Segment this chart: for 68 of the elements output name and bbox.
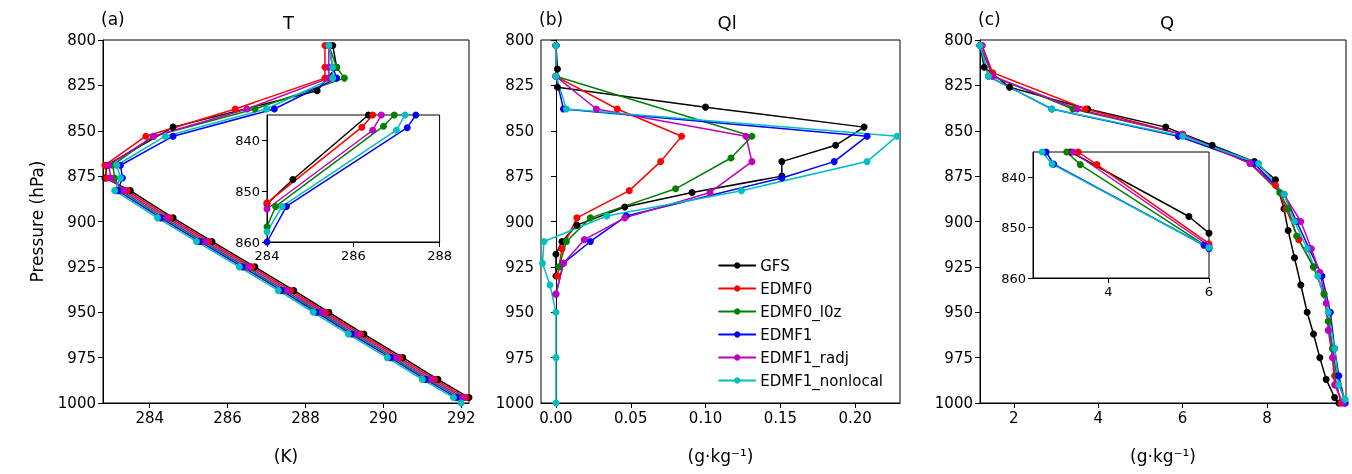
y-tick-label: 900 [505, 212, 534, 231]
y-tick-label: 1000 [934, 394, 973, 412]
x-tick-label: 284 [254, 248, 280, 263]
y-tick-label: 950 [944, 303, 973, 322]
legend-label: EDMF1_radj [760, 348, 849, 368]
y-tick-label: 860 [235, 234, 260, 250]
y-tick-label: 925 [67, 257, 96, 276]
y-tick-label: 800 [67, 31, 96, 49]
y-tick-label: 825 [944, 76, 973, 95]
legend-label: EDMF1 [760, 325, 813, 344]
x-tick-label: 2 [1009, 408, 1019, 427]
x-tick-label: 0.15 [763, 408, 798, 427]
y-tick-label: 1000 [57, 394, 96, 412]
x-tick-label: 286 [213, 408, 242, 427]
legend-label: EDMF1_nonlocal [760, 371, 884, 391]
chart-title: Ql [717, 11, 737, 33]
y-tick-label: 875 [505, 167, 534, 186]
x-tick-label: 0.00 [539, 408, 573, 427]
y-tick-label: 975 [505, 348, 534, 367]
y-tick-label: 800 [505, 31, 534, 49]
y-tick-label: 875 [67, 167, 96, 186]
y-tick-label: 850 [67, 121, 96, 140]
x-axis-title: (g·kg⁻¹) [1130, 445, 1196, 466]
y-tick-label: 975 [67, 348, 96, 367]
legend-label: EDMF0_l0z [760, 302, 842, 322]
y-tick-label: 850 [235, 183, 260, 199]
y-tick-label: 950 [505, 303, 534, 322]
x-tick-label: 288 [427, 248, 453, 263]
x-tick-label: 288 [291, 408, 320, 427]
y-tick-label: 825 [505, 76, 534, 95]
y-tick-label: 900 [944, 212, 973, 231]
y-tick-label: 925 [505, 257, 534, 276]
x-tick-label: 0.20 [838, 408, 872, 427]
text: (c) [978, 8, 1001, 29]
text: (b) [539, 8, 564, 29]
y-tick-label: 850 [505, 121, 534, 140]
x-tick-label: 0.10 [688, 408, 723, 427]
x-tick-label: 8 [1262, 408, 1272, 427]
chart-title: T [282, 11, 295, 33]
y-tick-label: 850 [1001, 220, 1026, 236]
x-tick-label: 6 [1177, 408, 1188, 427]
x-tick-label: 290 [369, 408, 398, 427]
y-axis-title: Pressure (hPa) [26, 160, 47, 283]
x-tick-label: 284 [135, 408, 165, 427]
legend-label: GFS [760, 256, 790, 275]
y-tick-label: 825 [67, 76, 96, 95]
x-axis-title: (K) [273, 445, 299, 466]
y-tick-label: 975 [944, 348, 973, 367]
x-tick-label: 6 [1204, 284, 1214, 299]
y-tick-label: 800 [944, 31, 973, 49]
x-tick-label: 0.05 [614, 408, 648, 427]
chart-title: Q [1160, 11, 1175, 33]
y-tick-label: 840 [1001, 169, 1026, 185]
y-tick-label: 925 [944, 257, 973, 276]
y-tick-label: 900 [67, 212, 96, 231]
y-tick-label: 840 [235, 132, 260, 148]
x-tick-label: 4 [1104, 284, 1113, 299]
x-axis-title: (g·kg⁻¹) [687, 445, 754, 466]
text: (a) [101, 8, 125, 29]
x-tick-label: 286 [340, 248, 366, 263]
y-tick-label: 860 [1001, 270, 1026, 286]
y-tick-label: 850 [944, 121, 973, 140]
legend-label: EDMF0 [760, 279, 813, 298]
y-tick-label: 1000 [495, 394, 534, 412]
y-tick-label: 875 [944, 167, 973, 186]
x-tick-label: 4 [1093, 408, 1103, 427]
y-tick-label: 950 [67, 303, 96, 322]
x-tick-label: 292 [446, 408, 476, 427]
